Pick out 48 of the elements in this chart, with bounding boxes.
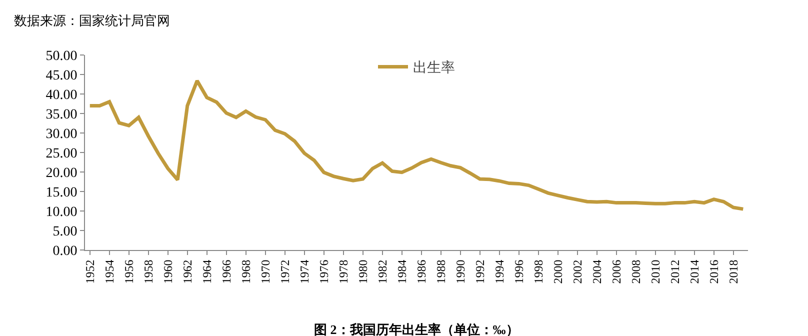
x-tick-label: 1972 xyxy=(278,260,292,284)
x-tick-label: 2012 xyxy=(668,260,682,284)
x-tick-label: 1968 xyxy=(238,260,253,284)
x-tick-label: 2014 xyxy=(687,260,702,284)
y-tick-label: 10.00 xyxy=(46,204,78,220)
x-tick-label: 2016 xyxy=(706,260,721,284)
x-tick-label: 1992 xyxy=(472,260,487,284)
x-tick-label: 1994 xyxy=(492,260,506,284)
x-tick-label: 1954 xyxy=(102,260,116,284)
x-tick-label: 1976 xyxy=(316,260,331,284)
x-tick-label: 1960 xyxy=(160,260,175,284)
x-tick-label: 2004 xyxy=(590,260,604,284)
x-tick-label: 1956 xyxy=(122,260,136,284)
x-tick-label: 1978 xyxy=(336,260,350,284)
x-tick-label: 1958 xyxy=(141,260,156,284)
y-tick-label: 50.00 xyxy=(46,48,78,64)
x-tick-label: 2008 xyxy=(628,260,643,284)
y-tick-label: 30.00 xyxy=(46,126,78,142)
x-tick-label: 2000 xyxy=(550,260,565,284)
line-series xyxy=(88,78,745,211)
y-tick-label: 5.00 xyxy=(52,224,78,240)
y-tick-label: 40.00 xyxy=(46,88,78,103)
x-tick-label: 1980 xyxy=(356,260,370,284)
x-tick-label: 1952 xyxy=(82,260,97,284)
x-tick-label: 2002 xyxy=(570,260,584,284)
legend-label: 出生率 xyxy=(413,60,455,76)
x-tick-label: 1966 xyxy=(219,260,234,284)
x-tick-label: 2018 xyxy=(726,260,740,284)
y-tick-label: 0.00 xyxy=(52,244,78,259)
y-tick-label: 15.00 xyxy=(46,185,78,200)
x-tick-label: 2006 xyxy=(609,260,624,284)
x-tick-label: 1962 xyxy=(180,260,194,284)
x-tick-label: 1974 xyxy=(297,260,312,284)
x-tick-label: 1984 xyxy=(394,260,409,284)
x-tick-label: 1988 xyxy=(434,260,448,284)
y-tick-label: 25.00 xyxy=(46,146,78,162)
y-tick-label: 20.00 xyxy=(46,166,78,181)
x-tick-label: 1998 xyxy=(531,260,546,284)
x-tick-label: 1986 xyxy=(414,260,428,284)
y-tick-label: 45.00 xyxy=(46,68,78,84)
x-tick-label: 1970 xyxy=(258,260,272,284)
x-tick-label: 1990 xyxy=(453,260,468,284)
x-tick-label: 1964 xyxy=(200,260,214,284)
x-tick-label: 1996 xyxy=(512,260,526,284)
x-tick-label: 1982 xyxy=(375,260,390,284)
x-tick-label: 2010 xyxy=(648,260,662,284)
y-tick-label: 35.00 xyxy=(46,107,78,122)
source-note: 数据来源：国家统计局官网 xyxy=(14,13,170,28)
